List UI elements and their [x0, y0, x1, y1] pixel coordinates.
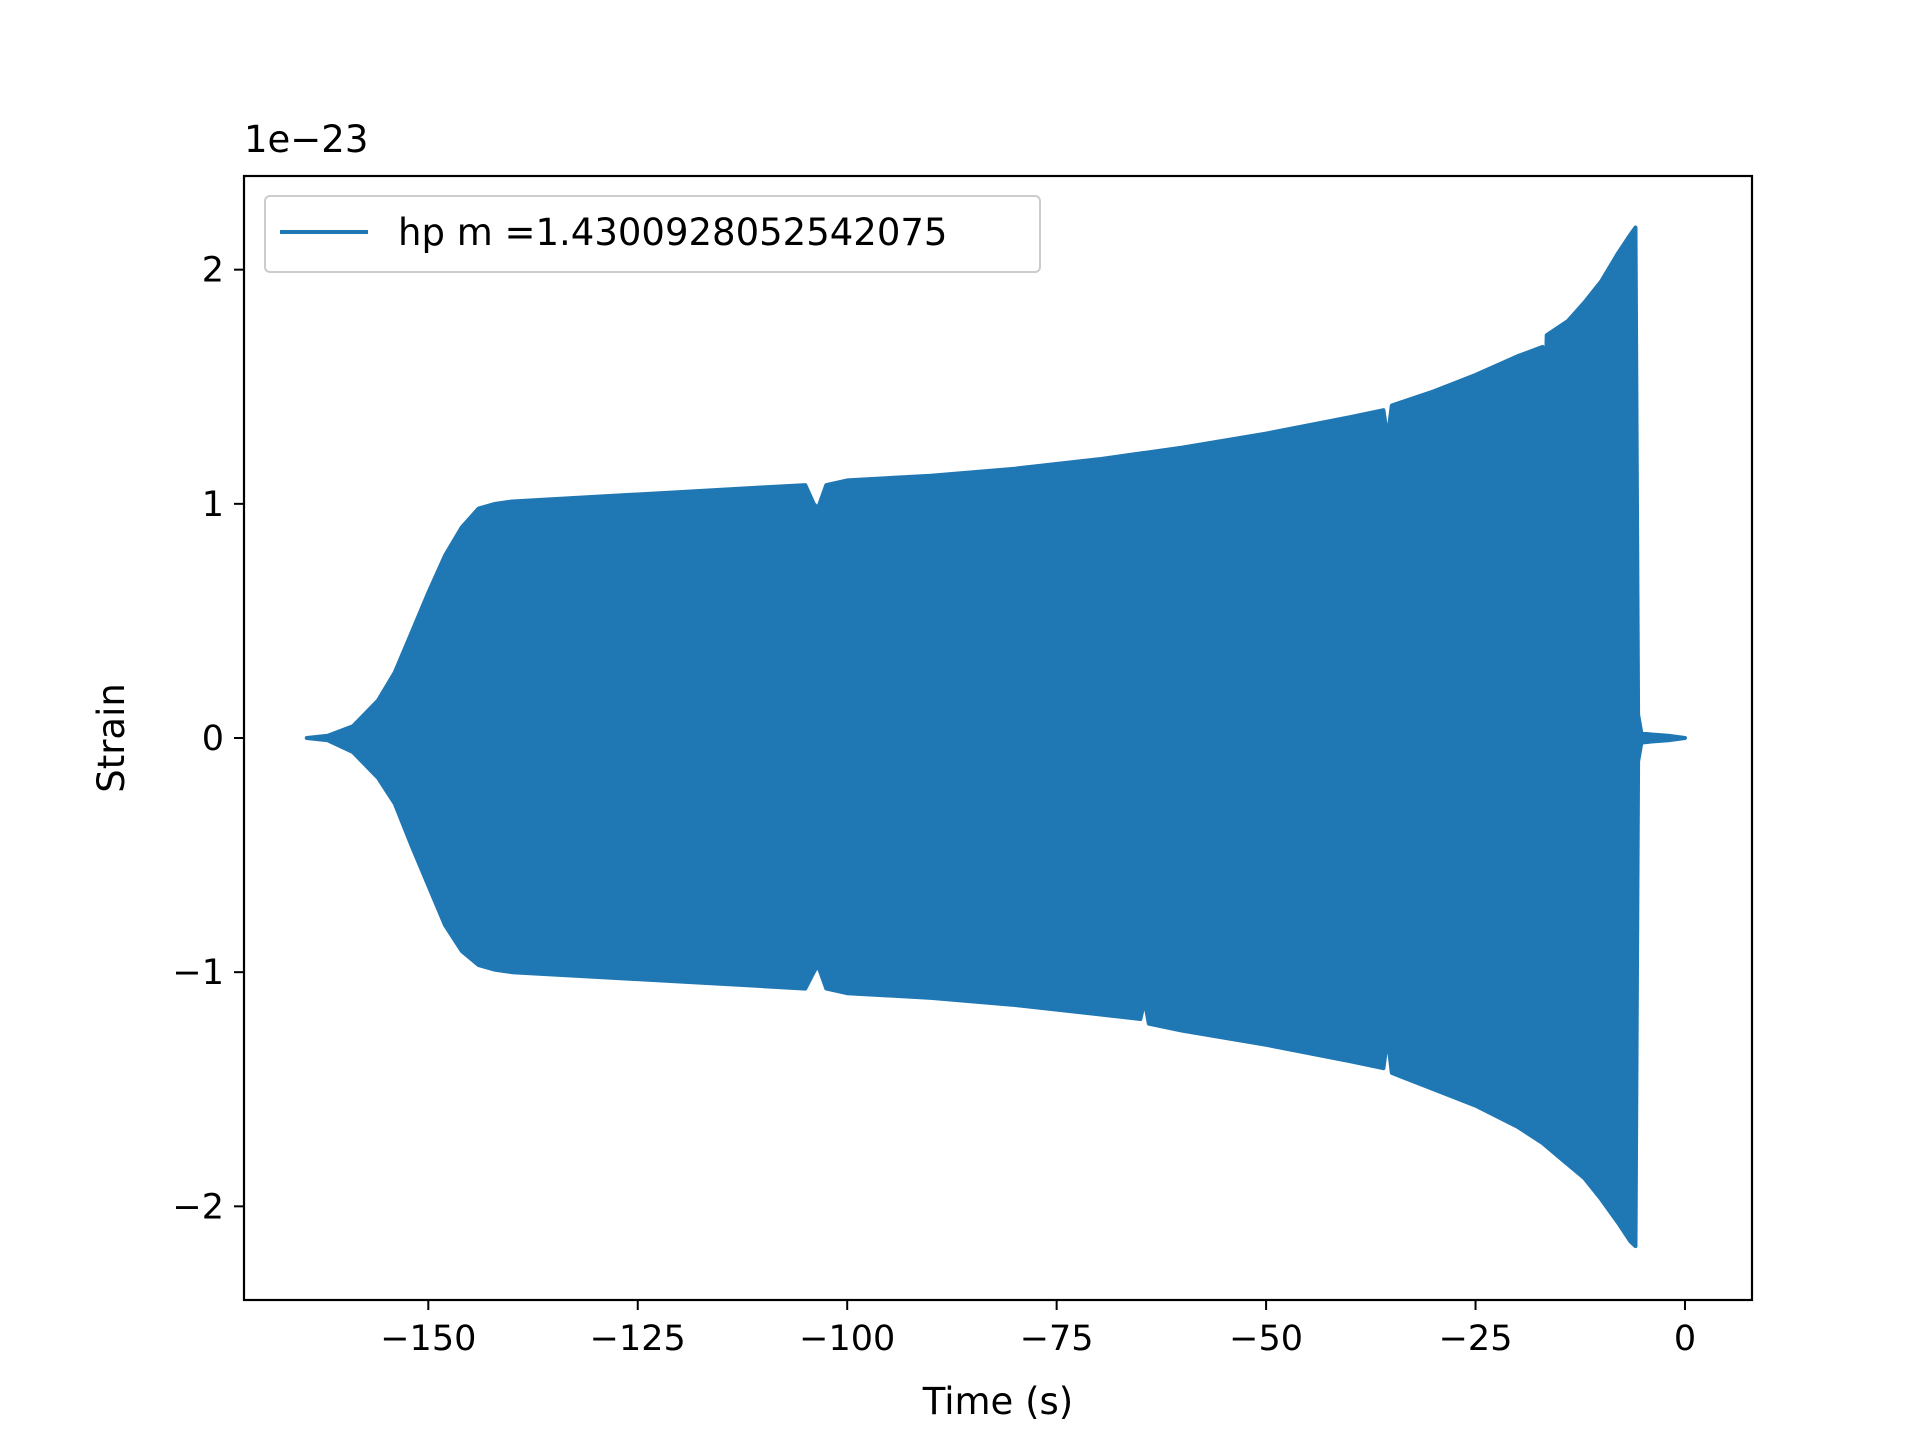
x-tick-label: −50	[1229, 1319, 1303, 1359]
y-tick-label: 1	[202, 485, 224, 525]
x-axis-label: Time (s)	[922, 1380, 1073, 1423]
series-layer	[304, 225, 1687, 1249]
series-hp-waveform	[304, 225, 1687, 1249]
y-axis-offset-label: 1e−23	[244, 118, 368, 161]
legend: hp m =1.4300928052542075	[264, 195, 1041, 273]
y-tick-label: 2	[202, 251, 224, 291]
legend-entry-hp: hp m =1.4300928052542075	[398, 211, 947, 254]
x-tick-label: −75	[1020, 1319, 1094, 1359]
y-axis-ticks: −2 −1 0 1 2	[172, 251, 244, 1227]
y-axis-label: Strain	[90, 683, 133, 793]
y-tick-label: 0	[202, 719, 224, 759]
y-tick-label: −2	[172, 1187, 224, 1227]
y-tick-label: −1	[172, 953, 224, 993]
legend-box	[264, 195, 1041, 273]
x-tick-label: −125	[590, 1319, 686, 1359]
x-tick-label: −25	[1439, 1319, 1513, 1359]
x-tick-label: −150	[380, 1319, 476, 1359]
x-axis-ticks: −150 −125 −100 −75 −50 −25 0	[380, 1300, 1696, 1359]
x-tick-label: 0	[1674, 1319, 1696, 1359]
x-tick-label: −100	[799, 1319, 895, 1359]
